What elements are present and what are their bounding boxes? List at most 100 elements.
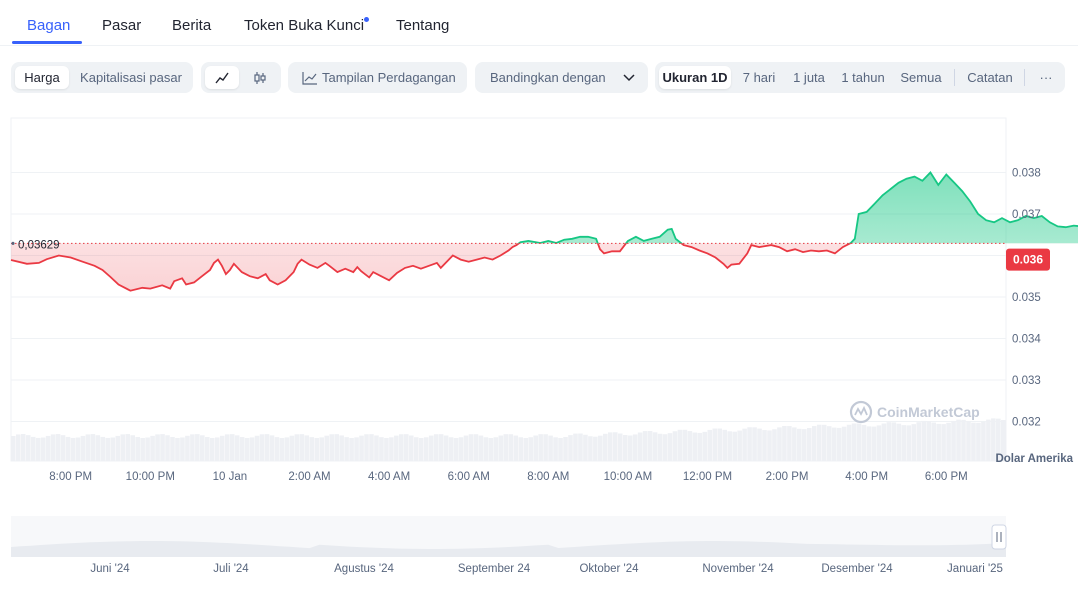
range-all[interactable]: Semua (900, 70, 942, 85)
tab-token-unlock[interactable]: Token Buka Kunci (244, 17, 365, 34)
range-1y[interactable]: 1 tahun (841, 70, 885, 85)
chevron-down-icon (623, 74, 635, 82)
volume-bar (294, 434, 300, 461)
volume-bar (981, 421, 986, 461)
volume-bar (274, 437, 280, 461)
x-axis: 8:00 PM 10:00 PM 10 Jan 2:00 AM 4:00 AM 6:00 … (49, 471, 967, 483)
volume-bar (384, 437, 389, 461)
volume-bar (782, 425, 787, 461)
volume-bar (458, 437, 464, 461)
volume-bar (105, 437, 111, 461)
volume-bar (229, 434, 235, 461)
volume-bar (498, 435, 504, 461)
volume-bar (682, 429, 688, 461)
volume-bar (821, 424, 827, 461)
volume-bar (772, 429, 777, 461)
trading-view-button[interactable]: Tampilan Perdagangan (288, 62, 467, 93)
x-tick-label: 4:00 PM (845, 471, 888, 483)
volume-bar (15, 434, 21, 461)
volume-bar (946, 422, 951, 461)
volume-bar (941, 424, 946, 461)
volume-bar (389, 437, 394, 461)
volume-bar (737, 430, 742, 461)
price-button[interactable]: Harga (15, 66, 69, 89)
volume-bar (11, 436, 16, 461)
volume-bar (140, 437, 145, 461)
volume-bar (971, 422, 976, 461)
volume-bar (603, 433, 608, 461)
candlestick-button[interactable] (243, 66, 277, 89)
volume-bar (75, 437, 81, 461)
volume-bar (568, 435, 573, 461)
volume-bar (598, 435, 603, 461)
volume-bar (543, 434, 548, 461)
compare-dropdown[interactable]: Bandingkan dengan (475, 62, 648, 93)
volume-bar (826, 426, 832, 461)
volume-bar (503, 434, 509, 461)
y-tick-label: 0.033 (1012, 375, 1041, 387)
separator (954, 69, 955, 86)
volume-bar (672, 431, 678, 461)
market-cap-button[interactable]: Kapitalisasi pasar (80, 70, 182, 85)
volume-bar (538, 434, 543, 461)
volume-bar (448, 437, 454, 461)
volume-bar (727, 431, 732, 461)
price-chart[interactable]: CoinMarketCap 0,03629 0.0380.0370.0360.0… (0, 105, 1078, 599)
coinmarketcap-logo-icon (849, 400, 873, 424)
line-chart-button[interactable] (205, 66, 239, 89)
volume-bar (732, 431, 737, 461)
volume-bar (65, 436, 71, 461)
tab-bagan[interactable]: Bagan (27, 17, 71, 34)
volume-bar (956, 419, 961, 461)
trading-view-label: Tampilan Perdagangan (322, 70, 456, 85)
volume-bar (553, 437, 558, 461)
volume-bar (309, 437, 315, 461)
volume-bar (846, 424, 852, 461)
volume-bar (50, 434, 56, 461)
volume-bar (413, 437, 419, 461)
range-1d[interactable]: Ukuran 1D (659, 66, 731, 89)
volume-bar (841, 426, 847, 461)
volume-bar (513, 435, 519, 461)
volume-bar (70, 437, 76, 461)
volume-bar (881, 423, 887, 461)
notes-button[interactable]: Catatan (967, 70, 1013, 85)
navigator-area (11, 541, 1006, 557)
navigator-handle[interactable] (991, 524, 1007, 550)
volume-bar (25, 435, 31, 461)
volume-bar (443, 435, 449, 461)
svg-text:0.036: 0.036 (1013, 253, 1043, 267)
reference-marker: • (11, 238, 15, 250)
navigator-tick-label: Desember '24 (821, 563, 893, 575)
y-tick-label: 0.035 (1012, 292, 1041, 304)
volume-bar (219, 435, 225, 461)
volume-bar (279, 437, 285, 461)
x-tick-label: 10:00 AM (604, 471, 653, 483)
volume-bar (418, 437, 424, 461)
volume-bar (677, 429, 683, 461)
volume-bar (100, 436, 106, 461)
volume-bar (702, 431, 708, 461)
volume-bar (856, 423, 862, 461)
volume-bar (180, 437, 185, 461)
volume-bar (966, 421, 971, 461)
volume-bar (951, 420, 956, 461)
volume-bar (364, 434, 369, 461)
x-tick-label: 10:00 PM (126, 471, 175, 483)
volume-bar (130, 435, 135, 461)
volume-bar (284, 437, 290, 461)
volume-bar (622, 435, 628, 461)
range-7d[interactable]: 7 hari (742, 70, 776, 85)
volume-bar (767, 430, 772, 461)
reference-price-label: 0,03629 (18, 239, 60, 251)
tab-tentang[interactable]: Tentang (396, 17, 450, 34)
tab-berita[interactable]: Berita (172, 17, 212, 34)
volume-bar (473, 434, 479, 461)
range-1m[interactable]: 1 juta (793, 70, 825, 85)
volume-bars (11, 418, 1006, 461)
volume-bar (851, 423, 857, 461)
more-options-button[interactable]: ··· (1039, 70, 1053, 85)
volume-bar (423, 437, 429, 461)
volume-bar (876, 425, 882, 461)
tab-pasar[interactable]: Pasar (102, 17, 142, 34)
